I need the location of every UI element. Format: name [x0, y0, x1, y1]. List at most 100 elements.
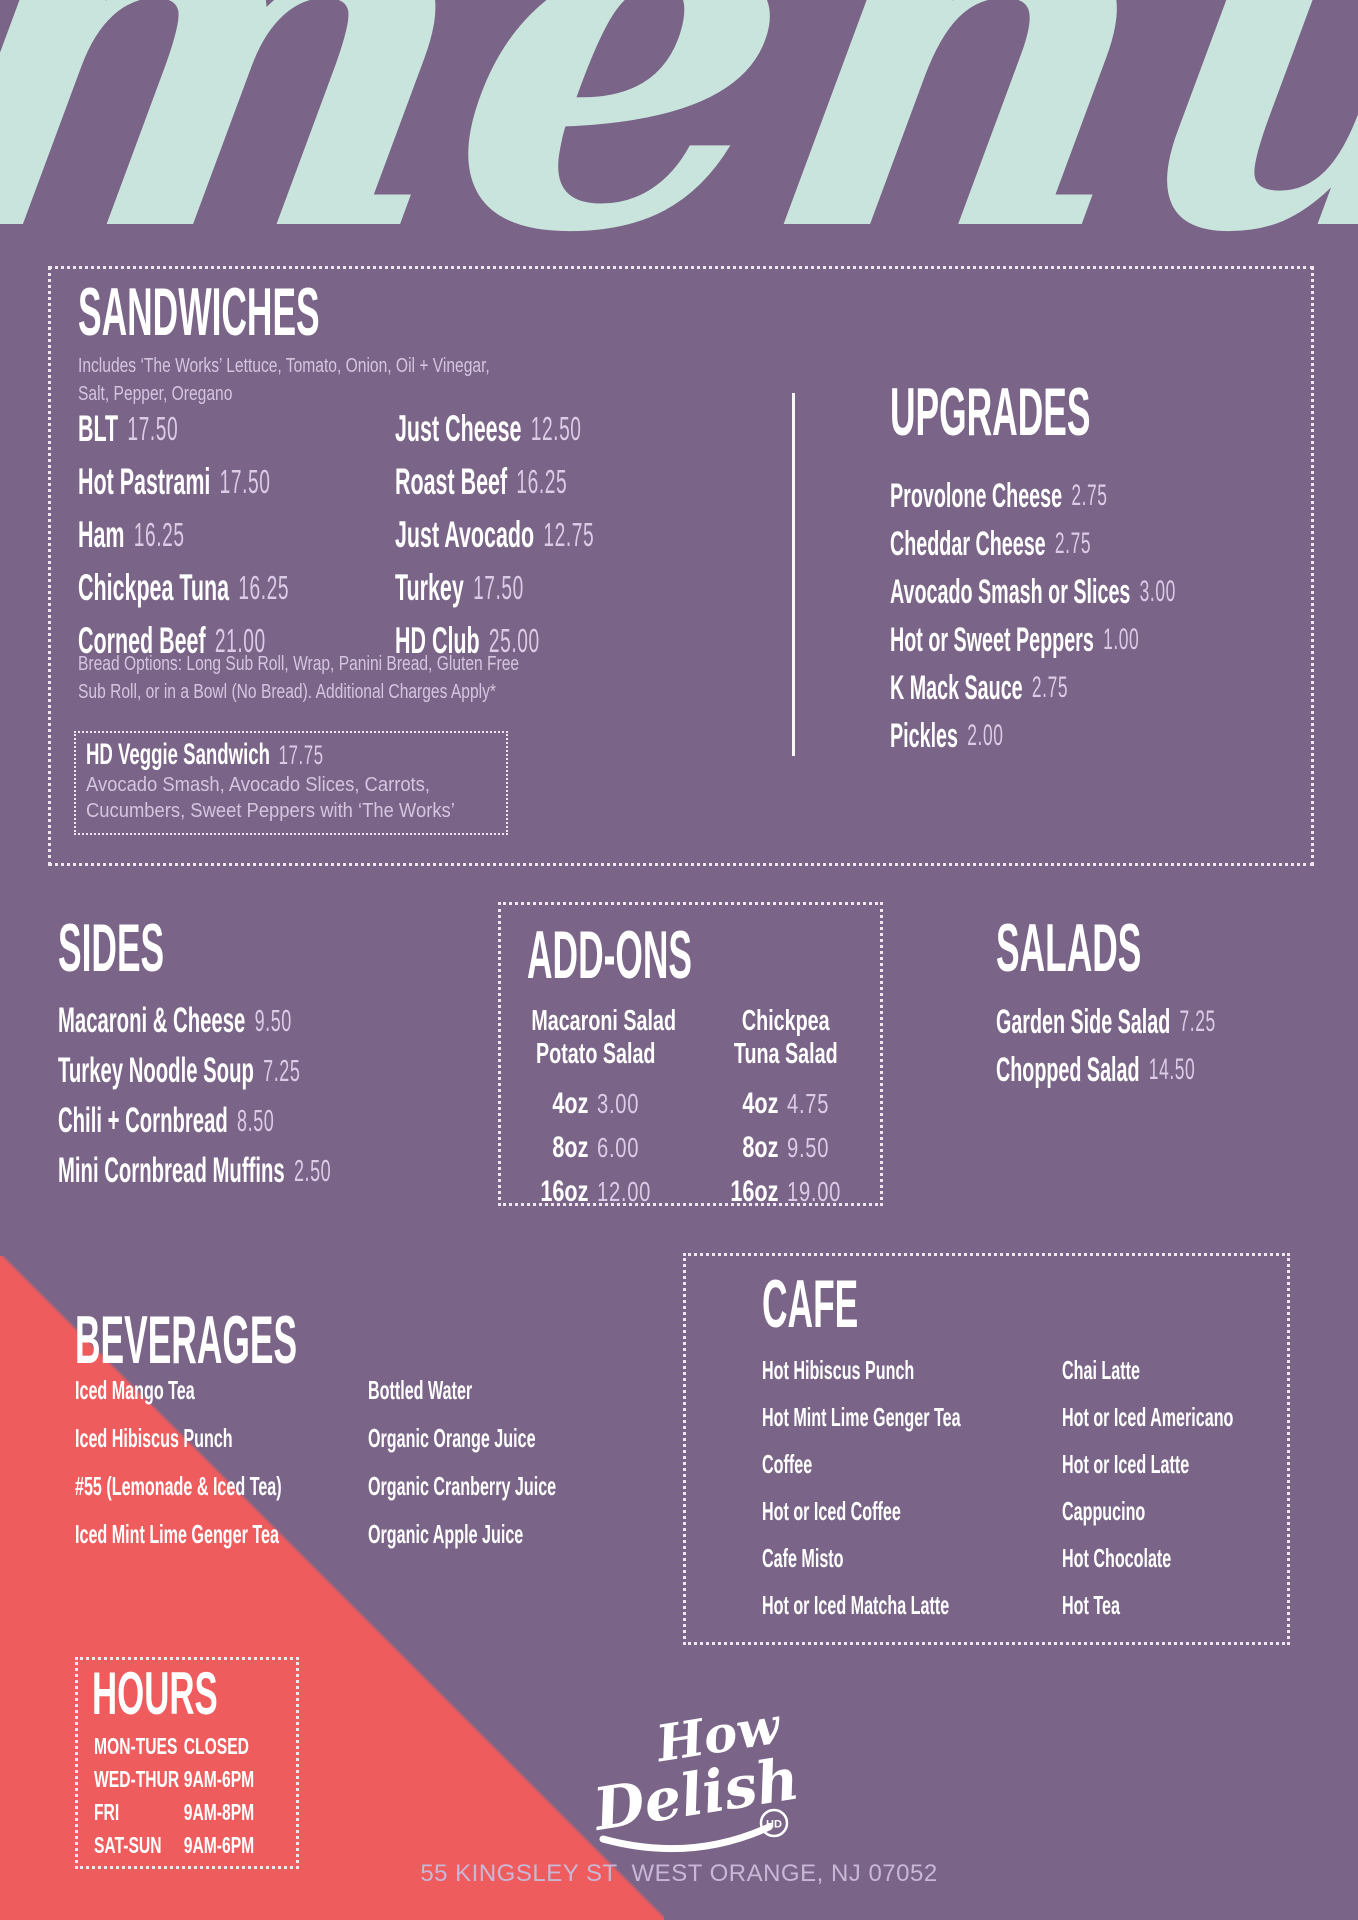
item-name: Chili + Cornbread: [58, 1101, 228, 1140]
menu-item: Avocado Smash or Slices 3.00: [890, 568, 1176, 616]
size-row: 16oz 12.00: [528, 1170, 664, 1214]
size-label: 8oz: [552, 1130, 589, 1164]
size-price: 3.00: [597, 1087, 640, 1119]
item-price: 7.25: [1179, 1005, 1216, 1038]
item-name: Cheddar Cheese: [890, 524, 1046, 563]
menu-item: Corned Beef 21.00: [78, 614, 289, 667]
hours-row: SAT-SUN 9AM-6PM: [94, 1829, 254, 1862]
addons-size-list: 4oz 4.75 8oz 9.50 16oz 19.00: [691, 1082, 881, 1214]
item-name: Turkey: [395, 566, 464, 608]
item-price: 9.50: [254, 1003, 292, 1038]
size-label: 4oz: [741, 1086, 778, 1120]
size-row: 8oz 6.00: [528, 1126, 664, 1170]
addons-column-chickpea: Chickpea Tuna Salad 4oz 4.75 8oz 9.50 16…: [691, 1005, 881, 1214]
menu-item: BLT 17.50: [78, 402, 289, 455]
cafe-item: Hot Tea: [1062, 1590, 1120, 1620]
menu-item: HD Club 25.00: [395, 614, 594, 667]
addons-col-header-line2: Potato Salad: [536, 1038, 656, 1071]
item-price: 3.00: [1139, 575, 1176, 608]
item-price: 16.25: [133, 515, 185, 553]
menu-item: Just Avocado 12.75: [395, 508, 594, 561]
hours-time: 9AM-8PM: [183, 1799, 255, 1825]
item-name: Ham: [78, 513, 125, 555]
menu-script-text: menu: [0, 0, 1358, 236]
beverages-col2: Bottled Water Organic Orange Juice Organ…: [368, 1366, 671, 1558]
item-name: Mini Cornbread Muffins: [58, 1151, 285, 1190]
logo-badge-circle: [759, 1808, 789, 1838]
item-price: 1.00: [1103, 623, 1140, 656]
cafe-item: Cafe Misto: [762, 1543, 844, 1573]
cafe-item: Hot Chocolate: [1062, 1543, 1172, 1573]
menu-item: Mini Cornbread Muffins 2.50: [58, 1146, 331, 1196]
hours-time: CLOSED: [183, 1733, 249, 1759]
item-name: Hot Pastrami: [78, 460, 211, 502]
item-name: Corned Beef: [78, 619, 206, 661]
menu-item: Turkey 17.50: [395, 561, 594, 614]
cafe-item: Hot or Iced Latte: [1062, 1449, 1190, 1479]
cafe-item: Hot or Iced Americano: [1062, 1402, 1234, 1432]
beverage-item: Bottled Water: [368, 1374, 473, 1405]
item-name: Avocado Smash or Slices: [890, 572, 1131, 611]
item-price: 2.50: [293, 1153, 332, 1188]
menu-item: Hot Pastrami 17.50: [78, 455, 289, 508]
item-price: 2.75: [1071, 479, 1108, 512]
addons-col-header-line2: Tuna Salad: [733, 1038, 838, 1071]
item-price: 17.50: [127, 409, 179, 447]
item-price: 2.75: [1031, 671, 1069, 704]
item-price: 16.25: [238, 568, 290, 606]
veggie-sandwich-box: HD Veggie Sandwich 17.75 Avocado Smash, …: [74, 731, 508, 835]
menu-item: Chickpea Tuna 16.25: [78, 561, 289, 614]
size-row: 4oz 4.75: [717, 1082, 853, 1126]
hours-days: SAT-SUN: [94, 1832, 162, 1858]
size-label: 8oz: [741, 1130, 778, 1164]
sandwiches-subtitle: Includes ‘The Works’ Lettuce, Tomato, On…: [78, 352, 606, 409]
size-label: 4oz: [552, 1086, 589, 1120]
item-name: Just Cheese: [395, 407, 522, 449]
item-name: Just Avocado: [395, 513, 535, 555]
size-price: 4.75: [786, 1087, 829, 1119]
size-row: 8oz 9.50: [717, 1126, 853, 1170]
item-price: 12.50: [530, 409, 582, 447]
beverage-item: Organic Cranberry Juice: [368, 1470, 557, 1501]
menu-item: Hot or Sweet Peppers 1.00: [890, 616, 1176, 664]
cafe-item: Hot or Iced Coffee: [762, 1496, 901, 1526]
beverage-item: Organic Orange Juice: [368, 1422, 536, 1453]
beverage-item: Iced Hibiscus Punch: [75, 1422, 233, 1453]
addons-columns: Macaroni Salad Potato Salad 4oz 3.00 8oz…: [501, 1005, 880, 1214]
item-name: Pickles: [890, 716, 958, 755]
menu-item: Ham 16.25: [78, 508, 289, 561]
hours-table: MON-TUES CLOSED WED-THUR 9AM-6PM FRI 9AM…: [94, 1730, 330, 1862]
item-name: Roast Beef: [395, 460, 508, 502]
item-price: 16.25: [516, 462, 568, 500]
bread-note-line1: Bread Options: Long Sub Roll, Wrap, Pani…: [78, 653, 520, 675]
item-price: 2.75: [1054, 527, 1092, 560]
size-label: 16oz: [729, 1174, 778, 1208]
cafe-title: CAFE: [762, 1266, 859, 1342]
addons-col-header-line1: Macaroni Salad: [531, 1005, 676, 1037]
beverage-item: #55 (Lemonade & Iced Tea): [75, 1470, 282, 1501]
menu-item: Turkey Noodle Soup 7.25: [58, 1046, 331, 1096]
menu-item: K Mack Sauce 2.75: [890, 664, 1176, 712]
logo-badge-text: HD: [766, 1819, 782, 1831]
item-name: Chickpea Tuna: [78, 566, 230, 608]
item-price: 17.50: [473, 568, 524, 606]
veggie-desc-line2: Cucumbers, Sweet Peppers with ‘The Works…: [86, 800, 455, 822]
sandwiches-subtitle-line1: Includes ‘The Works’ Lettuce, Tomato, On…: [78, 355, 490, 377]
cafe-item: Hot Mint Lime Genger Tea: [762, 1402, 961, 1432]
menu-item: Chili + Cornbread 8.50: [58, 1096, 331, 1146]
item-name: K Mack Sauce: [890, 668, 1023, 707]
section-divider-line: [792, 393, 795, 756]
how-delish-logo: How Delish HD: [575, 1695, 805, 1870]
beverage-item: Iced Mint Lime Genger Tea: [75, 1518, 279, 1549]
menu-item: Macaroni & Cheese 9.50: [58, 996, 331, 1046]
menu-item: Cheddar Cheese 2.75: [890, 520, 1176, 568]
size-price: 6.00: [597, 1131, 640, 1163]
sandwiches-left-column: BLT 17.50 Hot Pastrami 17.50 Ham 16.25 C…: [78, 402, 442, 667]
menu-item: Roast Beef 16.25: [395, 455, 594, 508]
logo-graphic: How Delish HD: [587, 1695, 803, 1853]
hours-box: HOURS MON-TUES CLOSED WED-THUR 9AM-6PM F…: [75, 1657, 299, 1869]
item-name: Chopped Salad: [996, 1050, 1140, 1089]
bread-note-line2: Sub Roll, or in a Bowl (No Bread). Addit…: [78, 681, 496, 704]
beverage-item: Organic Apple Juice: [368, 1518, 524, 1549]
logo-swash: [599, 1823, 773, 1853]
